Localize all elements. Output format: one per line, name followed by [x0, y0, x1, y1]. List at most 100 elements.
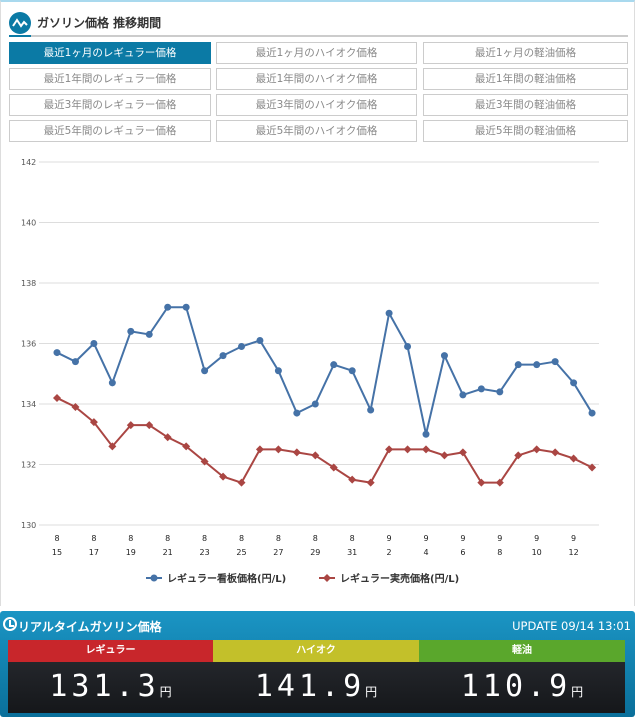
data-point — [330, 361, 338, 369]
y-tick-label: 136 — [21, 340, 36, 349]
period-button[interactable]: 最近3年間のハイオク価格 — [216, 94, 417, 116]
data-point — [458, 448, 467, 457]
y-tick-label: 138 — [21, 279, 36, 288]
legend-label: レギュラー看板価格(円/L) — [167, 572, 286, 585]
data-point — [71, 403, 80, 412]
data-point — [219, 352, 227, 360]
data-point — [108, 379, 116, 387]
period-button[interactable]: 最近1年間の軽油価格 — [423, 68, 628, 90]
data-point — [440, 451, 449, 460]
x-tick-day: 12 — [569, 548, 579, 557]
price-trend-panel: ガソリン価格 推移期間 最近1ヶ月のレギュラー価格 最近1ヶ月のハイオク価格 最近1… — [0, 0, 635, 606]
legend-label: レギュラー実売価格(円/L) — [340, 572, 459, 585]
price-cell: ハイオク 141.9円 — [213, 640, 419, 713]
data-point — [237, 478, 246, 487]
fuel-price: 110.9円 — [419, 662, 625, 717]
data-point — [385, 445, 394, 454]
fuel-price: 131.3円 — [8, 662, 213, 717]
data-point — [477, 478, 486, 487]
x-tick-month: 8 — [276, 534, 281, 543]
data-point — [514, 451, 523, 460]
period-button[interactable]: 最近5年間のレギュラー価格 — [9, 120, 211, 142]
wave-logo-icon — [9, 12, 31, 34]
y-tick-label: 134 — [21, 400, 36, 409]
x-tick-month: 8 — [313, 534, 318, 543]
data-point — [311, 400, 319, 408]
price-unit: 円 — [571, 685, 584, 699]
x-tick-month: 8 — [350, 534, 355, 543]
x-tick-month: 9 — [534, 534, 539, 543]
data-point — [71, 358, 79, 366]
x-tick-month: 9 — [460, 534, 465, 543]
data-point — [256, 336, 264, 344]
period-button[interactable]: 最近3年間の軽油価格 — [423, 94, 628, 116]
period-button[interactable]: 最近5年間の軽油価格 — [423, 120, 628, 142]
series-line — [56, 397, 593, 484]
data-point — [164, 303, 172, 311]
period-button[interactable]: 最近1ヶ月のレギュラー価格 — [9, 42, 211, 64]
period-button[interactable]: 最近3年間のレギュラー価格 — [9, 94, 211, 116]
period-button[interactable]: 最近5年間のハイオク価格 — [216, 120, 417, 142]
data-point — [53, 349, 61, 357]
y-tick-label: 130 — [21, 521, 36, 530]
data-point — [89, 418, 98, 427]
period-button[interactable]: 最近1ヶ月のハイオク価格 — [216, 42, 417, 64]
header-accent — [9, 35, 31, 37]
realtime-title: リアルタイムガソリン価格 — [18, 620, 162, 634]
data-point — [588, 409, 596, 417]
data-point — [459, 391, 467, 399]
y-tick-label: 132 — [21, 461, 36, 470]
x-tick-day: 2 — [387, 548, 392, 557]
price-value: 131.3 — [49, 669, 160, 704]
data-point — [551, 448, 560, 457]
data-point — [126, 421, 135, 430]
x-tick-month: 8 — [91, 534, 96, 543]
data-point — [422, 445, 430, 454]
x-tick-day: 29 — [310, 548, 320, 557]
data-point — [53, 393, 61, 402]
x-tick-month: 9 — [571, 534, 576, 543]
data-point — [570, 379, 578, 387]
series-line — [56, 306, 593, 435]
x-tick-day: 27 — [273, 548, 283, 557]
data-point — [533, 361, 541, 369]
x-tick-day: 8 — [497, 548, 502, 557]
data-point — [274, 445, 283, 454]
data-point — [477, 385, 485, 393]
period-button[interactable]: 最近1年間のレギュラー価格 — [9, 68, 211, 90]
data-point — [495, 478, 504, 487]
data-point — [311, 451, 320, 460]
x-tick-month: 8 — [54, 534, 59, 543]
data-point — [588, 463, 597, 472]
legend-marker — [150, 574, 158, 582]
x-tick-day: 10 — [532, 548, 542, 557]
fuel-label: レギュラー — [8, 640, 213, 662]
x-tick-day: 21 — [163, 548, 173, 557]
data-point — [404, 343, 412, 351]
data-point — [201, 367, 209, 375]
data-point — [292, 448, 301, 457]
data-point — [255, 445, 264, 454]
fuel-price: 141.9円 — [213, 662, 419, 717]
period-button[interactable]: 最近1ヶ月の軽油価格 — [423, 42, 628, 64]
data-point — [551, 358, 559, 366]
data-point — [348, 475, 357, 484]
x-tick-day: 15 — [52, 548, 62, 557]
data-point — [145, 421, 154, 430]
data-point — [422, 430, 430, 438]
x-tick-month: 9 — [423, 534, 428, 543]
x-tick-month: 8 — [202, 534, 207, 543]
update-time: UPDATE 09/14 13:01 — [512, 619, 631, 633]
y-tick-label: 142 — [21, 158, 36, 167]
clock-icon — [3, 617, 17, 631]
fuel-label: 軽油 — [419, 640, 625, 662]
data-point — [366, 478, 375, 487]
panel-header: ガソリン価格 推移期間 — [9, 10, 628, 37]
data-point — [329, 463, 338, 472]
period-button[interactable]: 最近1年間のハイオク価格 — [216, 68, 417, 90]
x-tick-day: 6 — [460, 548, 465, 557]
price-cell: 軽油 110.9円 — [419, 640, 625, 713]
x-tick-month: 8 — [165, 534, 170, 543]
x-tick-day: 19 — [126, 548, 136, 557]
price-unit: 円 — [365, 685, 378, 699]
